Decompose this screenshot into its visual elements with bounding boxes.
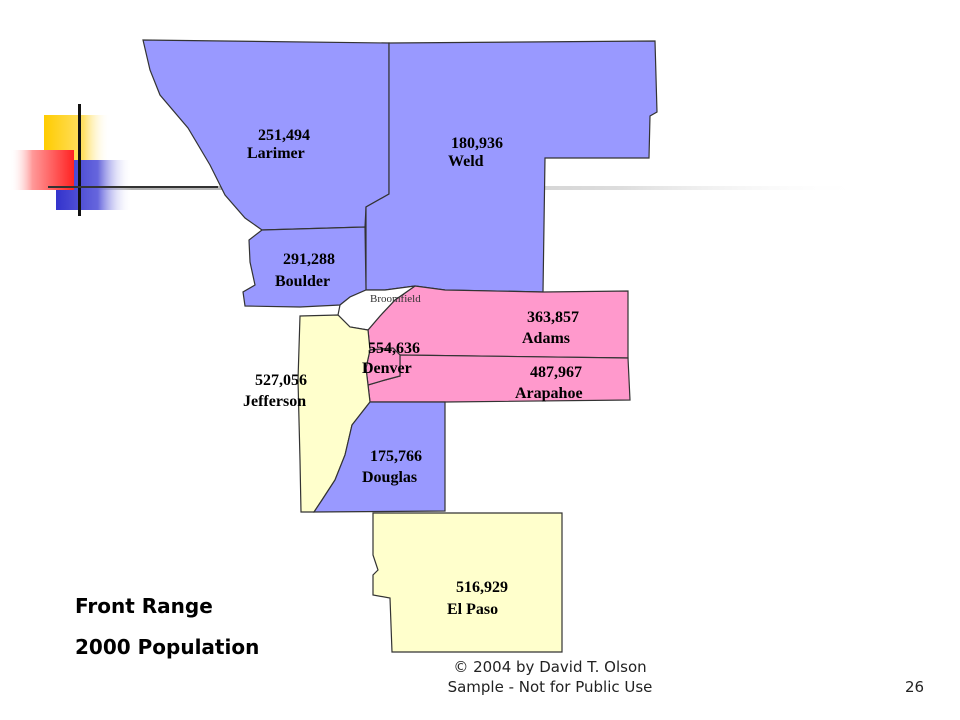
douglas-population: 175,766	[370, 448, 422, 465]
county-douglas[interactable]	[312, 401, 446, 513]
jefferson-label: Jefferson	[243, 393, 306, 410]
weld-label: Weld	[448, 153, 484, 170]
douglas-label: Douglas	[362, 469, 417, 486]
boulder-label: Boulder	[275, 273, 330, 290]
copyright-footer: © 2004 by David T. Olson	[453, 658, 647, 676]
larimer-population: 251,494	[258, 127, 310, 144]
county-el-paso[interactable]	[372, 512, 563, 653]
slide-title-line-1: Front Range	[75, 594, 213, 618]
denver-population: 554,636	[368, 340, 420, 357]
arapahoe-population: 487,967	[530, 364, 582, 381]
slide-number: 26	[905, 678, 925, 696]
deco-red-square	[10, 150, 74, 190]
usage-footer: Sample - Not for Public Use	[447, 678, 653, 696]
larimer-label: Larimer	[247, 145, 305, 162]
arapahoe-label: Arapahoe	[515, 385, 583, 402]
denver-label: Denver	[362, 360, 412, 377]
broomfield-label: Broomfield	[370, 293, 421, 305]
deco-cross-line	[48, 186, 218, 188]
adams-population: 363,857	[527, 309, 579, 326]
boulder-population: 291,288	[283, 251, 335, 268]
el-paso-label: El Paso	[447, 601, 498, 618]
county-boulder[interactable]	[242, 226, 367, 308]
el-paso-population: 516,929	[456, 579, 508, 596]
jefferson-population: 527,056	[255, 372, 307, 389]
adams-label: Adams	[522, 330, 570, 347]
county-weld[interactable]	[365, 40, 658, 293]
slide-title-line-2: 2000 Population	[75, 635, 260, 659]
deco-vertical-line	[78, 104, 81, 216]
weld-population: 180,936	[451, 135, 503, 152]
